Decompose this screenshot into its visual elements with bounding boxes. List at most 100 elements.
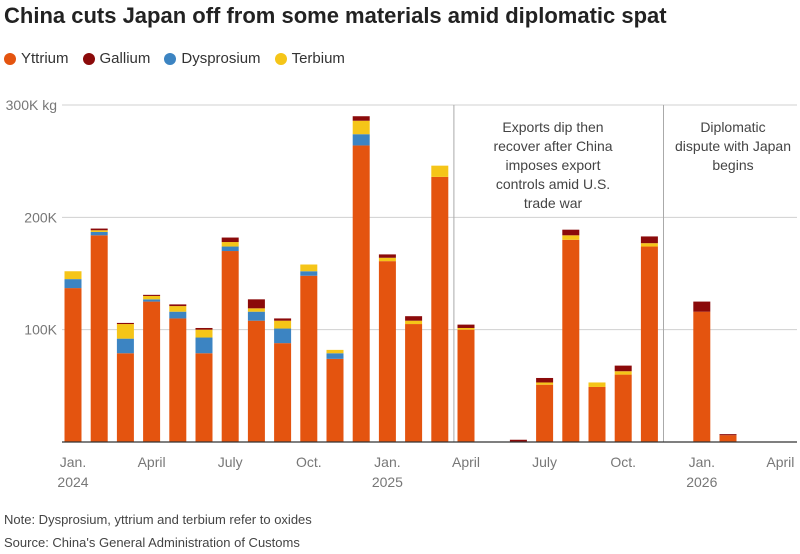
bar-segment — [378, 257, 396, 262]
bar-segment — [352, 134, 370, 146]
bar-segment — [90, 230, 108, 232]
legend-label: Yttrium — [21, 50, 69, 67]
bar-segment — [640, 236, 658, 244]
bar-segment — [116, 322, 134, 325]
x-tick-year: 2025 — [372, 474, 403, 490]
x-tick-label: Jan. — [374, 454, 400, 470]
note: Note: Dysprosium, yttrium and terbium re… — [4, 512, 312, 527]
bar-segment — [247, 320, 265, 442]
bar-segment — [169, 306, 187, 312]
bar-segment — [326, 358, 344, 442]
bar-segment — [562, 235, 580, 240]
bar-segment — [378, 261, 396, 442]
bar-segment — [221, 242, 239, 247]
x-tick-label: July — [218, 454, 243, 470]
legend-swatch — [82, 52, 95, 65]
bar-segment — [169, 304, 187, 307]
bar-segment — [614, 371, 632, 375]
bar-segment — [274, 328, 292, 344]
bar-segment — [405, 324, 423, 442]
bar-segment — [247, 308, 265, 312]
bar-segment — [405, 320, 423, 325]
y-tick-label: 300K kg — [6, 97, 57, 113]
bar-segment — [247, 299, 265, 309]
bar-segment — [614, 365, 632, 372]
bar-segment — [300, 271, 318, 276]
bar-segment — [221, 246, 239, 252]
bar-segment — [300, 264, 318, 272]
bar-segment — [614, 374, 632, 442]
annotation-text: Diplomatic dispute with Japan begins — [675, 119, 791, 173]
x-tick-label: Jan. — [60, 454, 86, 470]
bar-segment — [143, 294, 161, 296]
legend-item: Terbium — [274, 50, 345, 67]
x-tick-year: 2024 — [57, 474, 88, 490]
bar-segment — [116, 353, 134, 442]
x-tick-label: April — [138, 454, 166, 470]
bar-segment — [405, 316, 423, 321]
bar-segment — [247, 311, 265, 321]
bar-segment — [509, 439, 527, 442]
bar-segment — [90, 231, 108, 236]
legend-swatch — [164, 52, 177, 65]
bar-segment — [143, 299, 161, 302]
bar-segment — [195, 353, 213, 442]
bar-segment — [169, 311, 187, 319]
bar-segment — [195, 329, 213, 338]
bar-segment — [562, 229, 580, 236]
bar-segment — [90, 228, 108, 231]
x-tick-label: Oct. — [610, 454, 636, 470]
bar-segment — [719, 434, 737, 436]
annotation-text: Exports dip then recover after China impos… — [493, 119, 612, 211]
bar-segment — [588, 386, 606, 442]
legend-item: Yttrium — [4, 50, 69, 67]
y-tick-label: 200K — [24, 209, 57, 225]
bar-segment — [143, 295, 161, 300]
legend-item: Dysprosium — [164, 50, 261, 67]
x-tick-label: April — [766, 454, 794, 470]
bar-segment — [116, 324, 134, 339]
bar-segment — [274, 318, 292, 321]
legend-label: Dysprosium — [181, 50, 261, 67]
x-tick-label: Jan. — [689, 454, 715, 470]
bar-segment — [352, 120, 370, 135]
bar-segment — [169, 318, 187, 442]
bar-segment — [457, 329, 475, 442]
bar-segment — [90, 235, 108, 442]
x-tick-label: April — [452, 454, 480, 470]
bar-segment — [640, 243, 658, 247]
y-tick-label: 100K — [24, 322, 57, 338]
legend-swatch — [274, 52, 287, 65]
legend-label: Gallium — [99, 50, 151, 67]
bar-segment — [116, 338, 134, 354]
bar-segment — [352, 116, 370, 121]
bar-segment — [221, 237, 239, 243]
bar-segment — [588, 382, 606, 387]
bar-segment — [326, 353, 344, 359]
bar-segment — [195, 337, 213, 354]
bar-segment — [457, 324, 475, 328]
chart-title: China cuts Japan off from some materials… — [4, 3, 667, 28]
bar-segment — [431, 165, 449, 177]
bar-segment — [457, 327, 475, 330]
bar-segment — [536, 382, 554, 385]
bar-segment — [352, 145, 370, 442]
bar-segment — [64, 271, 82, 280]
bar-segment — [274, 320, 292, 329]
bar-segment — [536, 384, 554, 442]
bar-segment — [536, 377, 554, 383]
bar-segment — [326, 349, 344, 354]
bar-segment — [274, 343, 292, 442]
bar-segment — [431, 176, 449, 442]
bar-segment — [143, 301, 161, 442]
legend-item: Gallium — [82, 50, 151, 67]
bar-segment — [719, 435, 737, 442]
legend: Yttrium Gallium Dysprosium Terbium — [4, 50, 345, 67]
bar-segment — [640, 246, 658, 442]
x-tick-label: July — [532, 454, 557, 470]
bar-segment — [221, 251, 239, 442]
source: Source: China's General Administration o… — [4, 535, 300, 550]
legend-swatch — [4, 52, 16, 65]
bar-segment — [195, 327, 213, 330]
bar-segment — [562, 239, 580, 442]
